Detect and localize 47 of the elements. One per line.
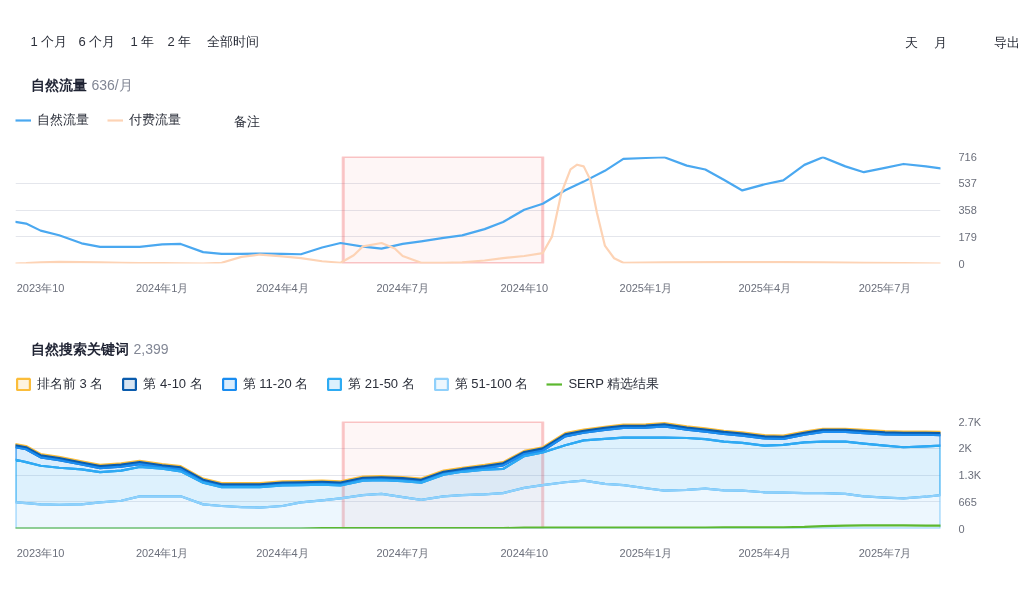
text: 全部时间 [206, 34, 259, 49]
y-tick-label: 358 [958, 204, 977, 216]
x-tick-label: 2024年10 [500, 281, 549, 294]
x-tick-label: 2025年7月 [858, 281, 912, 294]
text: 2 年 [167, 34, 192, 49]
y-tick-label: 0 [958, 257, 965, 270]
x-tick-label: 2024年1月 [135, 281, 189, 294]
y-tick-label: 179 [958, 230, 977, 243]
x-tick-label: 2023年10 [16, 546, 65, 559]
y-tick-label: 537 [958, 177, 977, 190]
x-tick-label: 2025年1月 [619, 281, 673, 294]
legend-label: 付费流量 [129, 111, 181, 129]
legend-label: 第 21-50 名 [348, 375, 415, 393]
chart-title: 自然搜索关键词 [30, 340, 129, 357]
y-tick-label: 716 [958, 150, 977, 163]
text: 6 个月 [78, 34, 116, 49]
x-tick-label: 2025年4月 [738, 281, 792, 294]
text: 月 [934, 35, 947, 50]
x-tick-label: 2024年4月 [256, 546, 309, 559]
y-tick-label: 2.7K [958, 415, 982, 428]
x-tick-label: 2024年7月 [376, 546, 429, 559]
x-tick-label: 2024年4月 [256, 281, 309, 294]
legend-label: SERP 精选结果 [568, 375, 660, 393]
x-tick-label: 2024年10 [500, 546, 549, 559]
chart-subtitle: 2,399 [133, 340, 169, 357]
chart-title: 自然流量 [30, 76, 87, 93]
text: 1 年 [130, 34, 155, 49]
y-tick-label: 0 [958, 522, 965, 535]
text: 1 个月 [30, 34, 68, 49]
x-tick-label: 2024年1月 [135, 546, 189, 559]
x-tick-label: 2025年7月 [858, 546, 912, 559]
legend-label: 第 11-20 名 [242, 375, 309, 393]
y-tick-label: 1.3K [958, 469, 982, 481]
legend-label: 排名前 3 名 [37, 375, 104, 393]
text: 天 [905, 35, 918, 50]
x-tick-label: 2025年4月 [738, 546, 792, 559]
x-tick-label: 2025年1月 [619, 546, 673, 559]
text: 备注 [233, 114, 260, 129]
legend-label: 自然流量 [37, 111, 89, 129]
x-tick-label: 2023年10 [16, 281, 65, 294]
chart-subtitle: 636/月 [91, 76, 133, 93]
y-tick-label: 2K [958, 442, 973, 455]
x-tick-label: 2024年7月 [376, 281, 429, 294]
legend-label: 第 51-100 名 [454, 375, 529, 393]
y-tick-label: 665 [958, 495, 977, 508]
legend-label: 第 4-10 名 [143, 375, 203, 393]
text: 导出 [993, 35, 1020, 50]
